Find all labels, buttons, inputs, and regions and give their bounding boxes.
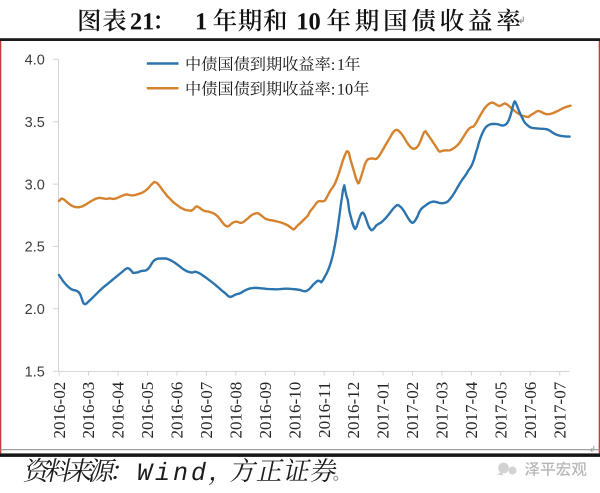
svg-text:2016-10: 2016-10 [285, 382, 304, 439]
svg-text:2017-02: 2017-02 [403, 382, 422, 439]
svg-text:2.0: 2.0 [25, 302, 45, 318]
svg-text:2017-07: 2017-07 [550, 381, 569, 438]
svg-text:3.5: 3.5 [25, 115, 45, 131]
svg-text:2016-06: 2016-06 [168, 382, 187, 439]
svg-text:2016-03: 2016-03 [79, 382, 98, 439]
svg-text:2016-08: 2016-08 [226, 382, 245, 439]
svg-text:2016-04: 2016-04 [109, 381, 128, 438]
svg-text:2016-05: 2016-05 [138, 382, 157, 439]
svg-text:2016-09: 2016-09 [256, 382, 275, 439]
svg-text:2017-05: 2017-05 [491, 382, 510, 439]
svg-text:3.0: 3.0 [25, 177, 45, 193]
svg-text:2016-02: 2016-02 [50, 382, 69, 439]
svg-text:2016-07: 2016-07 [197, 381, 216, 438]
svg-text:2017-04: 2017-04 [462, 381, 481, 438]
svg-text:2017-01: 2017-01 [374, 382, 393, 439]
svg-text:2.5: 2.5 [25, 240, 45, 256]
svg-text:1.5: 1.5 [25, 365, 45, 381]
svg-text:2017-03: 2017-03 [433, 382, 452, 439]
svg-text:2016-12: 2016-12 [344, 382, 363, 439]
svg-text:2017-06: 2017-06 [521, 382, 540, 439]
svg-text:2016-11: 2016-11 [315, 382, 334, 438]
svg-text:4.0: 4.0 [25, 53, 45, 69]
